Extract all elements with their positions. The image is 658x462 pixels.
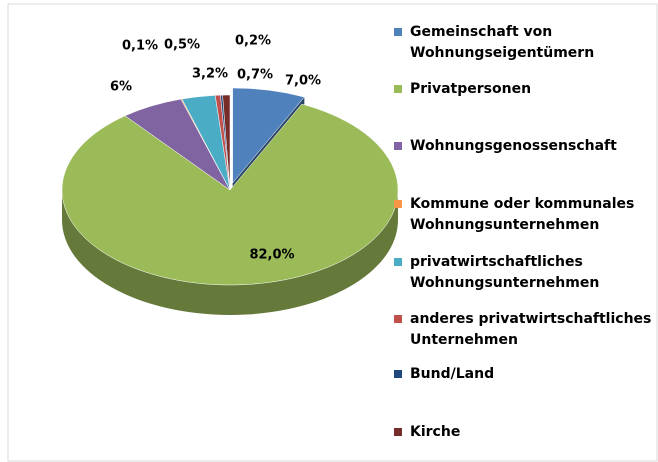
- legend-swatch: [394, 315, 402, 323]
- data-label: 7,0%: [285, 74, 321, 89]
- slice: [232, 87, 305, 184]
- legend-entry: Gemeinschaft von Wohnungseigentümern: [394, 22, 655, 64]
- legend-entry: Bund/Land: [394, 364, 655, 385]
- legend-label: Wohnungsgenossenschaft: [410, 138, 617, 154]
- data-label: 82,0%: [249, 248, 294, 263]
- legend-entry: Wohnungsgenossenschaft: [394, 136, 655, 157]
- data-label: 0,7%: [237, 68, 273, 83]
- data-label: 3,2%: [192, 67, 228, 82]
- legend-swatch: [394, 200, 402, 208]
- legend-entry: Kommune oder kommunales Wohnungsunterneh…: [394, 194, 655, 236]
- legend-swatch: [394, 28, 402, 36]
- legend-label: Kommune oder kommunales Wohnungsunterneh…: [410, 196, 635, 233]
- data-label: 0,1%: [122, 39, 158, 54]
- pie-tops: [61, 87, 399, 286]
- data-label: 6%: [110, 80, 132, 95]
- legend-swatch: [394, 370, 402, 378]
- legend-swatch: [394, 85, 402, 93]
- data-label: 0,2%: [235, 34, 271, 49]
- legend-swatch: [394, 428, 402, 436]
- legend-label: Privatpersonen: [410, 81, 532, 97]
- legend-entry: anderes privatwirtschaftliches Unternehm…: [394, 309, 655, 351]
- chart-frame: [7, 3, 658, 462]
- legend-entry: privatwirtschaftliches Wohnungsunternehm…: [394, 252, 655, 294]
- data-label: 0,5%: [164, 38, 200, 53]
- legend-label: privatwirtschaftliches Wohnungsunternehm…: [410, 254, 600, 291]
- legend-swatch: [394, 142, 402, 150]
- legend-entry: Privatpersonen: [394, 79, 655, 100]
- slice-side: [62, 190, 398, 315]
- legend-label: anderes privatwirtschaftliches Unternehm…: [410, 311, 652, 348]
- legend-label: Gemeinschaft von Wohnungseigentümern: [410, 24, 595, 61]
- legend-entry: Kirche: [394, 422, 655, 443]
- legend-label: Bund/Land: [410, 366, 495, 382]
- legend-label: Kirche: [410, 424, 461, 440]
- slice: [222, 94, 231, 191]
- legend-swatch: [394, 258, 402, 266]
- slice: [61, 103, 399, 286]
